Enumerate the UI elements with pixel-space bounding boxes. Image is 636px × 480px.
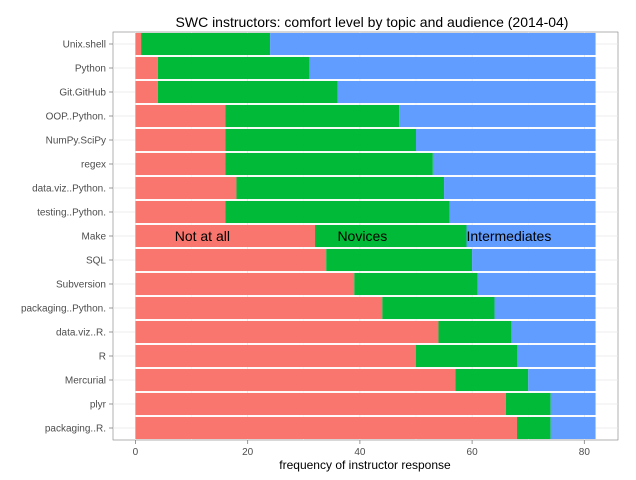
bar-segment <box>135 272 355 296</box>
bar-segment <box>550 416 596 440</box>
annotation-label: Not at all <box>175 228 230 244</box>
annotation-label: Novices <box>337 228 387 244</box>
bar-segment <box>326 248 473 272</box>
bars <box>135 32 596 440</box>
y-tick-label: Unix.shell <box>63 40 106 51</box>
y-tick-label: R <box>99 352 106 363</box>
bar-segment <box>225 128 416 152</box>
bar-segment <box>337 80 596 104</box>
bar-segment <box>135 32 142 56</box>
y-tick-label: SQL <box>86 256 106 267</box>
bar-segment <box>135 200 226 224</box>
bar-segment <box>135 416 517 440</box>
bar-segment <box>141 32 271 56</box>
bar-segment <box>511 320 596 344</box>
bar-segment <box>354 272 478 296</box>
y-tick-label: testing..Python. <box>37 208 106 219</box>
bar-segment <box>505 392 551 416</box>
bar-segment <box>382 296 495 320</box>
bar-segment <box>270 32 596 56</box>
bar-segment <box>225 104 400 128</box>
bar-segment <box>135 56 158 80</box>
bar-segment <box>135 176 237 200</box>
bar-segment <box>494 296 596 320</box>
bar-segment <box>135 296 383 320</box>
bar-segment <box>135 392 506 416</box>
bar-segment <box>315 224 467 248</box>
bar-segment <box>517 416 551 440</box>
bar-segment <box>135 104 226 128</box>
y-tick-label: plyr <box>90 400 107 411</box>
bar-segment <box>157 80 338 104</box>
plot-area: Not at all Novices Intermediates <box>112 31 619 441</box>
y-tick-label: Make <box>82 232 107 243</box>
x-tick-label: 40 <box>354 447 366 458</box>
y-axis: Unix.shell Python Git.GitHub OOP..Python. Nu… <box>21 40 113 435</box>
bar-segment <box>528 368 596 392</box>
bar-segment <box>157 56 310 80</box>
y-tick-label: data.viz..Python. <box>32 184 106 195</box>
y-tick-label: Subversion <box>56 280 106 291</box>
bar-segment <box>236 176 445 200</box>
x-tick-label: 20 <box>242 447 254 458</box>
bar-segment <box>550 392 596 416</box>
x-tick-label: 0 <box>133 447 139 458</box>
bar-segment <box>449 200 596 224</box>
bar-segment <box>517 344 596 368</box>
bar-segment <box>225 152 433 176</box>
bar-segment <box>135 344 416 368</box>
bar-segment <box>135 368 456 392</box>
x-tick-label: 80 <box>579 447 591 458</box>
x-tick-label: 60 <box>467 447 479 458</box>
bar-segment <box>135 320 439 344</box>
bar-segment <box>135 152 226 176</box>
bar-segment <box>399 104 596 128</box>
annotation-label: Intermediates <box>467 228 552 244</box>
y-tick-label: data.viz..R. <box>56 328 106 339</box>
y-tick-label: packaging..R. <box>45 424 106 435</box>
x-axis-title: frequency of instructor response <box>279 458 451 472</box>
bar-segment <box>432 152 596 176</box>
bar-segment <box>472 248 596 272</box>
bar-segment <box>135 248 327 272</box>
bar-segment <box>444 176 596 200</box>
y-tick-label: regex <box>81 160 106 171</box>
bar-segment <box>309 56 596 80</box>
bar-segment <box>438 320 512 344</box>
x-axis: 0 20 40 60 80 <box>133 440 591 458</box>
bar-segment <box>477 272 596 296</box>
bar-segment <box>416 128 596 152</box>
bar-segment <box>225 200 450 224</box>
bar-segment <box>135 224 315 248</box>
bar-segment <box>135 80 158 104</box>
y-tick-label: packaging..Python. <box>21 304 106 315</box>
y-tick-label: OOP..Python. <box>46 112 106 123</box>
bar-segment <box>466 224 596 248</box>
chart-title: SWC instructors: comfort level by topic … <box>176 14 569 30</box>
y-tick-label: NumPy.SciPy <box>46 136 106 147</box>
y-tick-label: Python <box>75 64 106 75</box>
bar-segment <box>455 368 529 392</box>
bar-segment <box>416 344 517 368</box>
y-tick-label: Mercurial <box>65 376 106 387</box>
bar-segment <box>135 128 226 152</box>
y-tick-label: Git.GitHub <box>59 88 106 99</box>
annotations: Not at all Novices Intermediates <box>175 228 552 244</box>
